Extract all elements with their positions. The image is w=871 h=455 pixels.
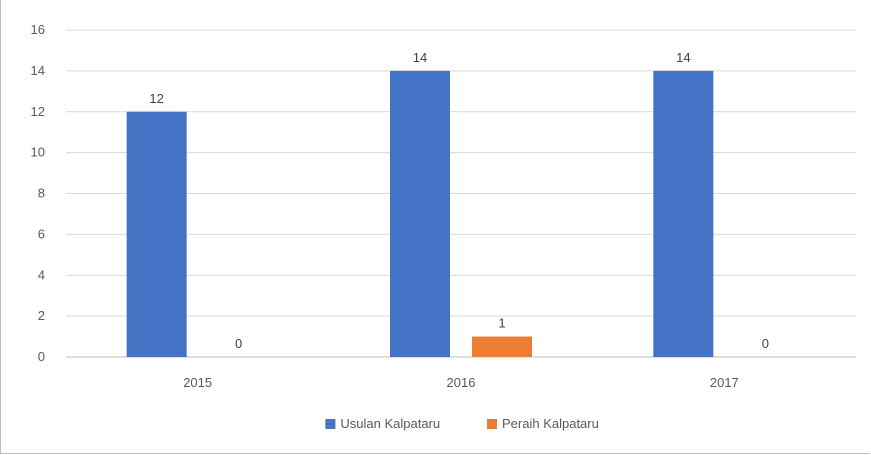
bars bbox=[126, 70, 714, 357]
bar bbox=[126, 111, 187, 357]
x-tick-label: 2016 bbox=[447, 375, 476, 390]
data-label: 14 bbox=[413, 50, 427, 65]
y-tick-label: 10 bbox=[31, 145, 45, 160]
bar bbox=[653, 70, 714, 357]
data-label: 0 bbox=[762, 336, 769, 351]
y-axis-ticks: 0 2 4 6 8 10 12 14 16 bbox=[31, 22, 45, 364]
y-tick-label: 4 bbox=[38, 267, 45, 282]
legend: Usulan Kalpataru Peraih Kalpataru bbox=[325, 416, 599, 431]
legend-swatch bbox=[325, 419, 336, 429]
legend-swatch bbox=[487, 419, 497, 429]
y-tick-label: 14 bbox=[31, 63, 45, 78]
data-labels: 12 0 14 1 14 0 bbox=[149, 50, 769, 351]
y-tick-label: 6 bbox=[38, 226, 45, 241]
data-label: 12 bbox=[149, 91, 163, 106]
legend-label: Peraih Kalpataru bbox=[502, 416, 599, 431]
data-label: 0 bbox=[235, 336, 242, 351]
x-axis-categories: 2015 2016 2017 bbox=[183, 375, 739, 390]
y-tick-label: 0 bbox=[38, 349, 45, 364]
x-tick-label: 2015 bbox=[183, 375, 212, 390]
y-tick-label: 12 bbox=[31, 104, 45, 119]
bar bbox=[390, 70, 450, 357]
y-tick-label: 16 bbox=[31, 22, 45, 37]
x-tick-label: 2017 bbox=[710, 375, 739, 390]
y-tick-label: 2 bbox=[38, 308, 45, 323]
data-label: 1 bbox=[498, 316, 505, 331]
y-tick-label: 8 bbox=[38, 186, 45, 201]
legend-label: Usulan Kalpataru bbox=[340, 416, 440, 431]
data-label: 14 bbox=[676, 50, 690, 65]
bar bbox=[472, 336, 532, 357]
gridlines bbox=[66, 29, 856, 358]
